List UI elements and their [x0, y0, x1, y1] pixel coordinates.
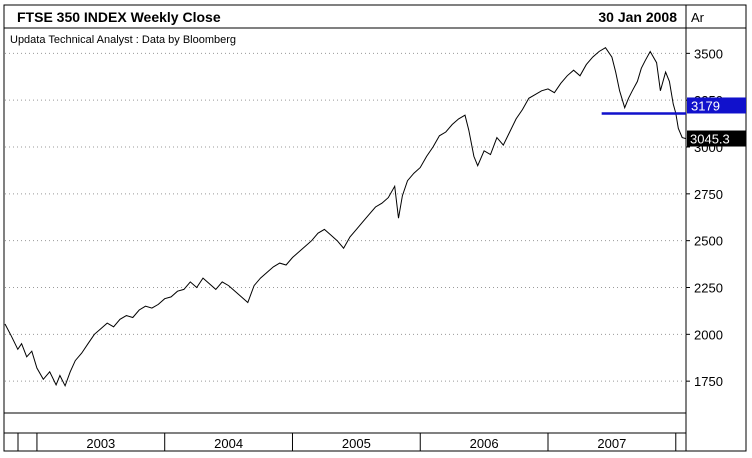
reference-value-label: 3179 [691, 98, 720, 113]
x-period-label-2004: 2004 [214, 436, 243, 451]
y-tick-label-2000: 2000 [694, 327, 723, 342]
x-period-label-2005: 2005 [342, 436, 371, 451]
corner-label: Ar [691, 10, 705, 25]
x-period-label-2003: 2003 [86, 436, 115, 451]
chart-title: FTSE 350 INDEX Weekly Close [17, 9, 221, 25]
series-line-0 [4, 47, 687, 388]
y-tick-label-2500: 2500 [694, 234, 723, 249]
grid-lines [5, 52, 686, 382]
chart-date: 30 Jan 2008 [598, 9, 677, 25]
y-tick-label-1750: 1750 [694, 374, 723, 389]
x-period-label-2007: 2007 [597, 436, 626, 451]
y-tick-label-2750: 2750 [694, 187, 723, 202]
x-period-label-2006: 2006 [470, 436, 499, 451]
chart-frame [3, 4, 747, 452]
y-tick-label-3500: 3500 [694, 46, 723, 61]
reference-value-tag [687, 97, 746, 114]
series-layer [4, 47, 687, 388]
y-tick-label-2250: 2250 [694, 280, 723, 295]
last-value-tag [687, 130, 746, 147]
last-value-label: 3045.3 [690, 132, 730, 147]
reference-layer: 3179 3045.3 [601, 97, 746, 147]
x-axis-periods: 2003 2004 2005 2006 2007 [17, 433, 677, 451]
chart-subtitle: Updata Technical Analyst : Data by Bloom… [10, 34, 236, 46]
